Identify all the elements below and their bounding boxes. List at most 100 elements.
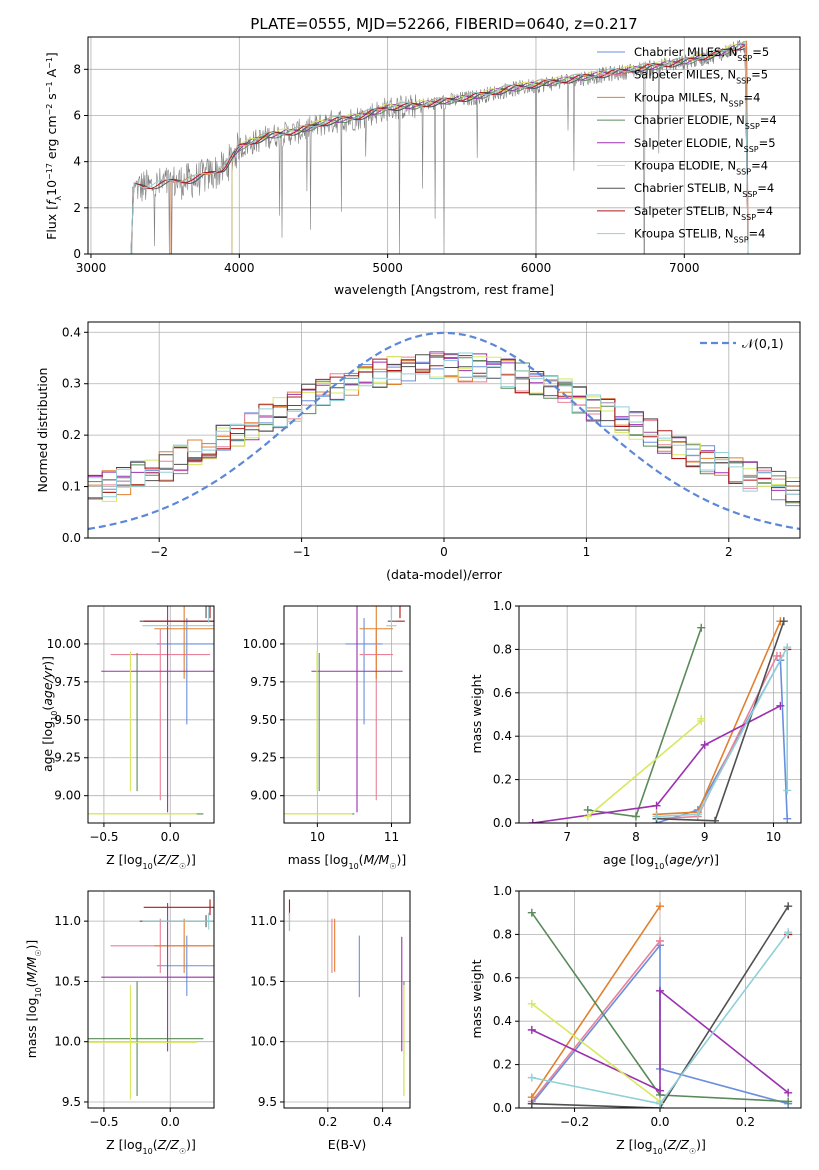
y-tick-label: 9.5 (258, 1095, 277, 1109)
y-tick-label: 0.2 (62, 428, 81, 442)
y-axis-label: Flux [fλ10−17 erg cm−2 s−1 A−1] (44, 52, 63, 240)
model-spectrum (120, 43, 749, 254)
weight-series (587, 718, 703, 818)
y-tick-label: 0.2 (493, 1058, 512, 1072)
legend-entry: 𝒩(0,1) (742, 336, 784, 351)
weight-series (656, 620, 782, 816)
y-tick-label: 10.0 (250, 1035, 277, 1049)
weight-series (587, 627, 703, 818)
y-tick-label: 0.0 (493, 1101, 512, 1115)
x-tick-label: 0.4 (373, 1115, 392, 1129)
model-spectrum (120, 44, 749, 254)
weight-point (697, 714, 706, 723)
x-tick-label: 0 (440, 545, 448, 559)
x-tick-label: −0.5 (89, 1115, 118, 1129)
x-tick-label: 0.0 (161, 830, 180, 844)
x-tick-label: 4000 (224, 261, 255, 275)
y-tick-label: 4 (73, 155, 81, 169)
z-mass-panel: −0.5 0.0 9.5 10.0 10.5 11.0 (54, 890, 215, 1129)
weight-point (693, 810, 702, 819)
plot-area (288, 899, 405, 1096)
x-tick-label: −1 (293, 545, 311, 559)
weight-point (656, 936, 664, 945)
y-tick-label: 2 (73, 201, 81, 215)
weight-series (531, 989, 789, 1094)
x-axis-label: (data-model)/error (386, 567, 503, 582)
y-axis-label: mass [log10(M/M☉)] (24, 940, 43, 1059)
x-tick-label: −0.5 (89, 830, 118, 844)
y-tick-label: 9.00 (54, 789, 81, 803)
weight-point (783, 643, 792, 652)
weight-series (531, 905, 661, 1098)
weight-point (656, 986, 664, 995)
weight-point (656, 1086, 664, 1095)
x-axis-label: Z [log10(Z/Z☉)] (616, 1137, 706, 1156)
normal-curve (88, 331, 800, 531)
y-tick-label: 1.0 (493, 884, 512, 898)
chart-title: PLATE=0555, MJD=52266, FIBERID=0640, z=0… (250, 15, 637, 33)
weight-point (656, 1099, 664, 1108)
x-tick-label: 0.0 (650, 1115, 669, 1129)
residual-histogram-panel: −2 −1 0 1 2 0.0 0.1 0.2 0.3 0.4 (62, 321, 801, 559)
x-axis-label: mass [log10(M/M☉)] (288, 852, 407, 871)
x-tick-label: −0.2 (560, 1115, 589, 1129)
y-tick-label: 10.0 (54, 1035, 81, 1049)
y-tick-label: 0.0 (493, 816, 512, 830)
weight-series (531, 905, 789, 1108)
weight-point (652, 801, 661, 810)
model-spectrum (120, 40, 749, 254)
model-spectrum (120, 44, 749, 254)
y-axis-label: Normed distribution (35, 368, 50, 493)
y-tick-label: 0 (73, 247, 81, 261)
weight-point (652, 812, 661, 821)
x-axis-label: Z [log10(Z/Z☉)] (106, 1137, 196, 1156)
axes-frame (518, 605, 802, 824)
x-axis-label: age [log10(age/yr)] (603, 852, 719, 871)
weight-point (783, 786, 792, 795)
y-tick-label: 0.4 (493, 729, 512, 743)
weight-point (784, 1097, 793, 1106)
x-tick-label: 7 (563, 830, 571, 844)
weight-series (532, 705, 781, 823)
weight-point (779, 617, 788, 626)
plot-area (88, 331, 800, 531)
legend-entry: Kroupa ELODIE, NSSP=4 (634, 159, 768, 177)
x-tick-label: 2 (725, 545, 733, 559)
y-tick-label: 0.8 (493, 927, 512, 941)
x-tick-label: 6000 (521, 261, 552, 275)
y-tick-label: 0.4 (62, 325, 81, 339)
y-tick-label: 0.6 (493, 971, 512, 985)
weight-point (527, 1025, 536, 1034)
weight-point (783, 814, 792, 823)
weight-point (700, 740, 709, 749)
x-tick-label: 8 (632, 830, 640, 844)
legend-entry: Kroupa MILES, NSSP=4 (634, 90, 760, 108)
y-tick-label: 9.25 (250, 751, 277, 765)
y-tick-label: 0.4 (493, 1014, 512, 1028)
plot-area (527, 902, 793, 1108)
axes-frame (87, 890, 215, 1109)
axes-frame (87, 36, 801, 255)
weight-point (697, 623, 706, 632)
x-tick-label: 11 (384, 830, 399, 844)
weight-series (531, 940, 661, 1102)
y-tick-label: 0.2 (493, 773, 512, 787)
ebv-mass-panel: 0.2 0.4 9.5 10.0 10.5 11.0 (250, 890, 411, 1129)
legend-entry: Kroupa STELIB, NSSP=4 (634, 227, 765, 245)
weight-point (528, 819, 537, 823)
weight-point (656, 902, 664, 911)
y-tick-label: 1.0 (493, 599, 512, 613)
y-axis-label: mass weight (469, 674, 484, 753)
axes-frame (518, 890, 802, 1109)
x-axis-label: Z [log10(Z/Z☉)] (106, 852, 196, 871)
x-tick-label: 7000 (669, 261, 700, 275)
x-tick-label: 0.2 (736, 1115, 755, 1129)
weight-point (631, 812, 640, 821)
weight-point (784, 1088, 793, 1097)
legend-entry: Salpeter STELIB, NSSP=4 (634, 204, 773, 222)
y-tick-label: 0.8 (493, 642, 512, 656)
x-tick-label: −2 (150, 545, 168, 559)
plot-area (528, 617, 792, 823)
y-tick-label: 9.25 (54, 751, 81, 765)
z-age-panel: −0.5 0.0 9.00 9.25 9.50 9.75 10.00 (47, 605, 215, 844)
